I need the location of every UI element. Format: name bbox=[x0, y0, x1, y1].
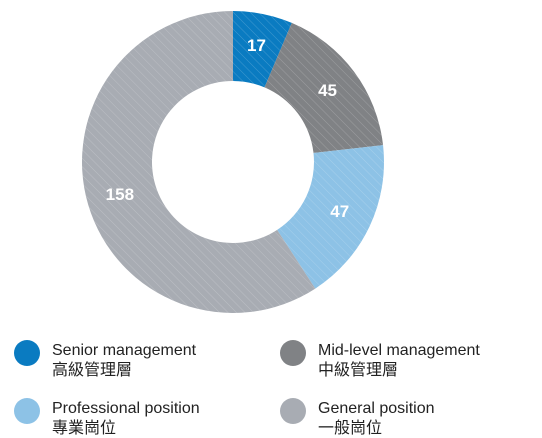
legend-marker bbox=[14, 340, 40, 366]
data-labels: 17 45 47 158 bbox=[106, 36, 349, 221]
data-label: 47 bbox=[330, 202, 349, 221]
legend-marker bbox=[280, 340, 306, 366]
legend-marker bbox=[280, 398, 306, 424]
data-label: 158 bbox=[106, 185, 134, 204]
legend-label-zh: 中級管理層 bbox=[318, 361, 398, 379]
legend-label: Senior management bbox=[52, 342, 197, 359]
hatch-overlay bbox=[81, 11, 384, 313]
legend-label: Mid-level management bbox=[318, 342, 480, 359]
hatch bbox=[81, 11, 384, 313]
legend-label: General position bbox=[318, 400, 435, 417]
data-label: 45 bbox=[318, 81, 337, 100]
legend-marker bbox=[14, 398, 40, 424]
legend-label-zh: 專業崗位 bbox=[52, 419, 116, 437]
legend-label: Professional position bbox=[52, 400, 200, 417]
data-label: 17 bbox=[247, 36, 266, 55]
legend-label-zh: 一般崗位 bbox=[318, 419, 382, 437]
legend-label-zh: 高級管理層 bbox=[52, 361, 132, 379]
legend: Senior management 高級管理層 Mid-level manageme… bbox=[14, 340, 480, 437]
